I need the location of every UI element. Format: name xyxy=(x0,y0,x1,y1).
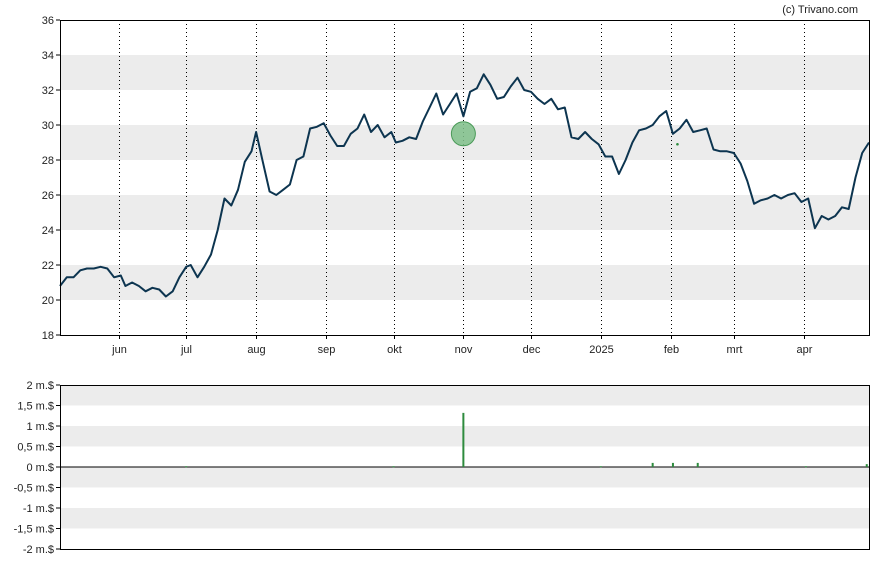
volume-bar xyxy=(651,462,654,467)
price-x-tick-label: nov xyxy=(455,344,473,356)
price-x-tick-label: jun xyxy=(111,344,127,356)
volume-bar xyxy=(696,462,699,467)
volume-bars xyxy=(185,412,868,468)
volume-band xyxy=(60,426,869,447)
volume-band xyxy=(60,508,869,529)
price-x-tick-label: aug xyxy=(247,344,265,356)
credit-text: (c) Trivano.com xyxy=(782,4,858,16)
price-band xyxy=(60,195,869,230)
price-plot-frame xyxy=(60,20,870,336)
volume-bar xyxy=(185,466,188,468)
price-band xyxy=(60,55,869,90)
event-marker-dot xyxy=(676,142,679,146)
price-y-tick-label: 32 xyxy=(42,85,54,97)
price-y-tick-label: 24 xyxy=(42,225,54,237)
event-marker xyxy=(450,121,476,147)
price-x-tick-label: feb xyxy=(664,344,679,356)
volume-bar xyxy=(865,464,868,467)
volume-y-tick-label: 1,5 m.$ xyxy=(17,401,54,413)
price-y-tick-label: 28 xyxy=(42,155,54,167)
volume-band xyxy=(60,467,869,488)
volume-y-tick-label: -1,5 m.$ xyxy=(14,524,54,536)
price-x-tick-label: sep xyxy=(318,344,336,356)
price-y-tick-label: 20 xyxy=(42,295,54,307)
volume-y-tick-label: 2 m.$ xyxy=(26,380,54,392)
price-y-tick-label: 22 xyxy=(42,260,54,272)
volume-grid-bands xyxy=(60,385,869,529)
volume-bar xyxy=(599,466,602,468)
volume-y-tick-label: 1 m.$ xyxy=(26,421,54,433)
volume-y-tick-label: 0 m.$ xyxy=(26,462,54,474)
price-x-tick-label: apr xyxy=(797,344,813,356)
volume-bar xyxy=(804,466,807,468)
price-y-axis: 18 20 22 24 26 28 30 32 34 36 xyxy=(42,15,60,342)
volume-y-tick-label: 0,5 m.$ xyxy=(17,442,54,454)
price-y-tick-label: 18 xyxy=(42,330,54,342)
volume-y-axis: 2 m.$ 1,5 m.$ 1 m.$ 0,5 m.$ 0 m.$ -0,5 m.$ -1 … xyxy=(14,380,869,556)
price-y-tick-label: 26 xyxy=(42,190,54,202)
price-y-tick-label: 34 xyxy=(42,50,54,62)
price-y-tick-label: 30 xyxy=(42,120,54,132)
volume-y-tick-label: -0,5 m.$ xyxy=(14,483,54,495)
volume-bar xyxy=(462,412,465,467)
price-x-tick-label: jul xyxy=(180,344,192,356)
price-x-tick-label: 2025 xyxy=(589,344,613,356)
price-line xyxy=(59,73,870,298)
volume-y-tick-label: -1 m.$ xyxy=(23,503,54,515)
price-month-gridlines xyxy=(119,20,805,335)
price-x-tick-label: mrt xyxy=(727,344,743,356)
price-x-axis: jun jul aug sep okt nov dec 2025 feb mrt apr xyxy=(111,335,813,356)
price-band xyxy=(60,265,869,300)
price-x-tick-label: dec xyxy=(523,344,541,356)
event-markers xyxy=(450,121,679,147)
price-x-tick-label: okt xyxy=(387,344,402,356)
volume-band xyxy=(60,385,869,406)
price-series xyxy=(59,73,870,298)
price-grid-bands xyxy=(60,55,869,300)
volume-bar xyxy=(392,466,395,468)
volume-y-tick-label: -2 m.$ xyxy=(23,544,54,556)
volume-plot-frame xyxy=(60,385,870,550)
volume-bar xyxy=(671,462,674,467)
price-y-tick-label: 36 xyxy=(42,15,54,27)
